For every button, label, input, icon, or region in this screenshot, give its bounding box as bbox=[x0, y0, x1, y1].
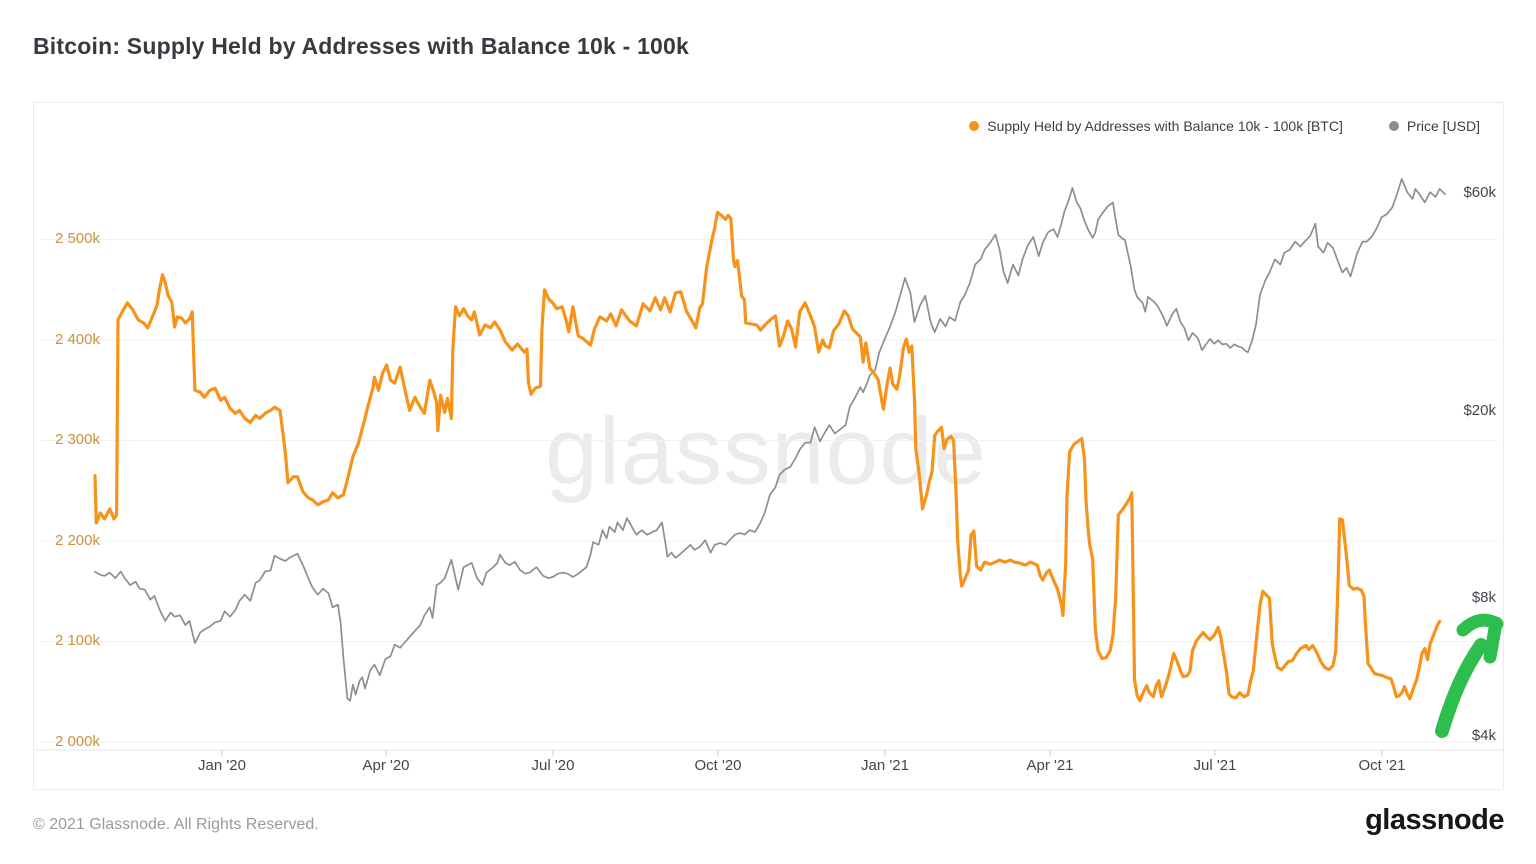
legend-dot-price-icon bbox=[1388, 121, 1399, 131]
y-left-tick-2400k: 2 400k bbox=[54, 331, 100, 348]
copyright-text: © 2021 Glassnode. All Rights Reserved. bbox=[33, 816, 319, 833]
legend-dot-supply-icon bbox=[969, 121, 980, 131]
x-tick-jan21: Jan '21 bbox=[861, 757, 909, 774]
x-tick-oct20: Oct '20 bbox=[694, 757, 742, 774]
y-right-tick-4k: $4k bbox=[1471, 727, 1496, 744]
price-line[interactable] bbox=[94, 178, 1446, 702]
x-tick-jul20: Jul '20 bbox=[531, 757, 575, 774]
x-tick-apr20: Apr '20 bbox=[362, 757, 410, 774]
chart-legend: Supply Held by Addresses with Balance 10… bbox=[969, 118, 1480, 134]
page-title: Bitcoin: Supply Held by Addresses with B… bbox=[33, 33, 690, 59]
y-right-tick-8k: $8k bbox=[1471, 589, 1496, 606]
chart-panel-border bbox=[33, 102, 1504, 790]
x-tick-jan20: Jan '20 bbox=[198, 757, 246, 774]
gridlines bbox=[40, 239, 1497, 743]
legend-label-price: Price [USD] bbox=[1406, 118, 1480, 134]
x-tick-oct21: Oct '21 bbox=[1358, 757, 1406, 774]
y-right-tick-60k: $60k bbox=[1463, 184, 1496, 201]
y-left-tick-2300k: 2 300k bbox=[54, 431, 100, 448]
x-tick-apr21: Apr '21 bbox=[1026, 757, 1074, 774]
y-left-tick-2000k: 2 000k bbox=[54, 733, 100, 750]
legend-label-supply: Supply Held by Addresses with Balance 10… bbox=[987, 118, 1343, 134]
annotation-arrow bbox=[1435, 613, 1504, 738]
legend-item-price[interactable]: Price [USD] bbox=[1388, 118, 1480, 134]
y-left-tick-2100k: 2 100k bbox=[54, 632, 100, 649]
x-axis-ticks bbox=[221, 750, 1383, 756]
glassnode-logo: glassnode bbox=[1365, 804, 1504, 836]
glassnode-watermark: glassnode bbox=[544, 398, 988, 505]
y-left-tick-2500k: 2 500k bbox=[54, 230, 100, 247]
supply-line[interactable] bbox=[93, 210, 1442, 703]
y-left-tick-2200k: 2 200k bbox=[54, 532, 100, 549]
y-right-tick-20k: $20k bbox=[1463, 402, 1496, 419]
x-tick-jul21: Jul '21 bbox=[1193, 757, 1237, 774]
legend-item-supply[interactable]: Supply Held by Addresses with Balance 10… bbox=[969, 118, 1343, 134]
